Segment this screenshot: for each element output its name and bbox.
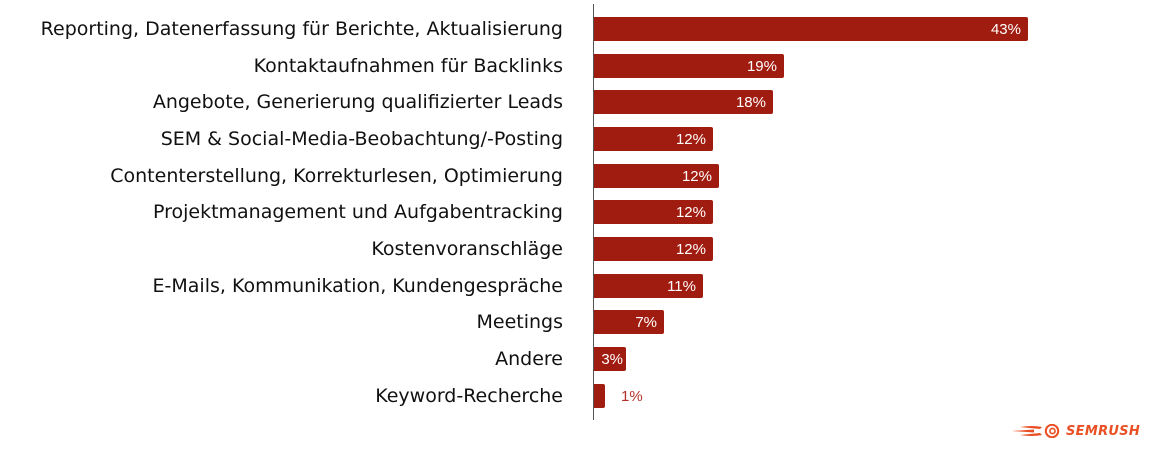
chart-row: Meetings 7% xyxy=(0,310,1159,334)
chart-row: Reporting, Datenerfassung für Berichte, … xyxy=(0,17,1159,41)
value-label: 12% xyxy=(675,241,706,258)
bar xyxy=(594,54,784,78)
bar xyxy=(594,347,626,371)
chart-row: Angebote, Generierung qualifizierter Lea… xyxy=(0,90,1159,114)
value-label: 1% xyxy=(621,388,643,405)
chart-row: Andere 3% xyxy=(0,347,1159,371)
logo-text: SEMRUSH xyxy=(1066,423,1141,439)
value-label: 11% xyxy=(667,278,696,295)
bar xyxy=(594,17,1028,41)
bar xyxy=(594,384,605,408)
category-label: Reporting, Datenerfassung für Berichte, … xyxy=(40,18,563,40)
value-label: 43% xyxy=(990,21,1021,38)
category-label: Angebote, Generierung qualifizierter Lea… xyxy=(152,91,563,113)
value-label: 7% xyxy=(635,314,657,331)
chart-row: Contenterstellung, Korrekturlesen, Optim… xyxy=(0,164,1159,188)
category-label: Kostenvoranschläge xyxy=(371,238,563,260)
value-label: 12% xyxy=(681,168,712,185)
chart-row: Keyword-Recherche 1% xyxy=(0,384,1159,408)
category-label: Kontaktaufnahmen für Backlinks xyxy=(253,55,563,77)
chart-row: Kostenvoranschläge 12% xyxy=(0,237,1159,261)
semrush-logo: SEMRUSH xyxy=(1012,421,1152,441)
value-label: 18% xyxy=(735,94,766,111)
y-axis-line xyxy=(593,4,594,420)
bar xyxy=(594,90,773,114)
chart-row: SEM & Social-Media-Beobachtung/-Posting … xyxy=(0,127,1159,151)
value-label: 19% xyxy=(746,58,777,75)
category-label: SEM & Social-Media-Beobachtung/-Posting xyxy=(160,128,563,150)
chart-row: Projektmanagement und Aufgabentracking 1… xyxy=(0,200,1159,224)
chart-row: E-Mails, Kommunikation, Kundengespräche … xyxy=(0,274,1159,298)
category-label: Andere xyxy=(495,348,563,370)
category-label: Contenterstellung, Korrekturlesen, Optim… xyxy=(110,165,563,187)
category-label: Keyword-Recherche xyxy=(375,385,563,407)
bar xyxy=(594,200,713,224)
value-label: 3% xyxy=(601,351,623,368)
value-label: 12% xyxy=(675,204,706,221)
bar xyxy=(594,274,703,298)
category-label: Projektmanagement und Aufgabentracking xyxy=(152,201,563,223)
bar xyxy=(594,237,713,261)
bar xyxy=(594,127,713,151)
bar xyxy=(594,164,719,188)
category-label: E-Mails, Kommunikation, Kundengespräche xyxy=(152,275,563,297)
bar xyxy=(594,310,664,334)
semrush-fireball-icon xyxy=(1012,424,1060,438)
value-label: 12% xyxy=(675,131,706,148)
category-label: Meetings xyxy=(476,311,563,333)
chart-row: Kontaktaufnahmen für Backlinks 19% xyxy=(0,54,1159,78)
